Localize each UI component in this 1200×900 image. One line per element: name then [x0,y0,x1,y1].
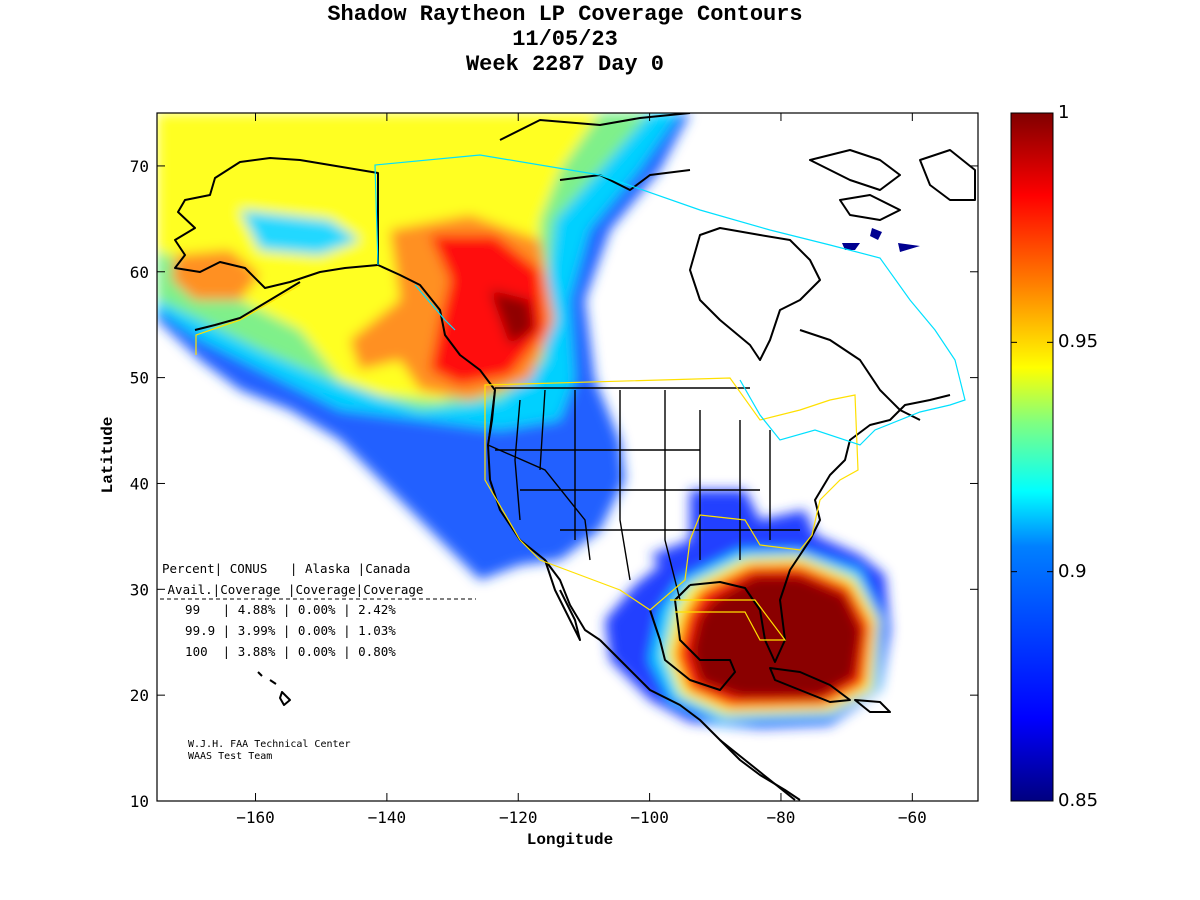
y-tick-label: 70 [130,157,149,176]
stats-header-1: Percent| CONUS | Alaska |Canada [162,561,410,576]
y-tick-label: 30 [130,580,149,599]
y-tick-label: 20 [130,686,149,705]
chart-title-line3: Week 2287 Day 0 [465,52,665,77]
coverage-stats-table: Percent| CONUS | Alaska |Canada Avail.|C… [160,561,476,659]
stats-row: 100 | 3.88% | 0.00% | 0.80% [170,644,396,659]
x-tick-label: −60 [898,808,927,827]
colorbar-label-min: 0.85 [1058,790,1099,811]
credit: W.J.H. FAA Technical Center WAAS Test Te… [188,739,351,762]
x-tick-label: −120 [499,808,538,827]
water-patch [870,228,882,240]
x-tick-label: −100 [630,808,669,827]
stats-row: 99 | 4.88% | 0.00% | 2.42% [170,602,396,617]
service-boundary [195,284,859,641]
x-axis: −160 −140 −120 −100 −80 −60 [236,113,927,827]
x-axis-label: Longitude [527,831,613,849]
state-borders [487,387,800,601]
y-tick-label: 40 [130,474,149,493]
colorbar-ticks [1011,112,1053,802]
colorbar [1010,112,1054,802]
colorbar-label: 0.9 [1058,561,1087,582]
x-tick-label: −160 [236,808,275,827]
chart-title-line1: Shadow Raytheon LP Coverage Contours [327,2,803,27]
x-tick-label: −140 [368,808,407,827]
chart-title-line2: 11/05/23 [512,27,618,52]
canada-boundary [374,154,966,446]
colorbar-label: 0.95 [1058,331,1099,352]
credit-line1: W.J.H. FAA Technical Center [188,739,351,750]
credit-line2: WAAS Test Team [188,751,272,762]
y-tick-label: 60 [130,263,149,282]
coastlines [174,113,976,801]
plot-frame [156,112,979,802]
stats-header-2: Avail.|Coverage |Coverage|Coverage [160,582,423,597]
y-tick-label: 50 [130,369,149,388]
x-tick-label: −80 [767,808,796,827]
y-axis-label: Latitude [99,417,117,494]
northwest-coverage [157,113,690,580]
water-patch [842,243,860,250]
colorbar-label-max: 1 [1058,102,1070,123]
y-tick-label: 10 [130,792,149,811]
water-patch [898,243,920,252]
stats-row: 99.9 | 3.99% | 0.00% | 1.03% [170,623,396,638]
y-axis: 10 20 30 40 50 60 70 [130,157,978,811]
